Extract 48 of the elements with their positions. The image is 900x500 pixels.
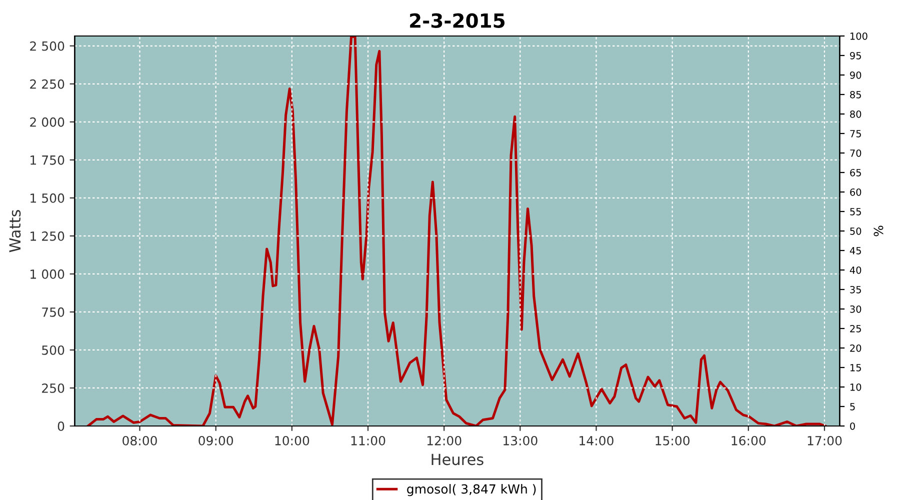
y-tick-label: 500 (42, 345, 64, 355)
y2-tick-label: 20 (850, 344, 862, 352)
y2-tick-label: 55 (850, 208, 861, 216)
y2-tick-label: 30 (850, 305, 862, 313)
y2-tick-label: 60 (850, 188, 862, 196)
y2-tick-label: 70 (850, 149, 862, 157)
y-axis-title: Watts (9, 210, 21, 252)
y-tick-label: 2 250 (30, 79, 64, 89)
y2-tick-label: 85 (850, 90, 861, 98)
y-tick-label: 1 000 (30, 269, 64, 279)
x-tick-label: 09:00 (198, 436, 234, 446)
y-tick-label: 1 250 (30, 231, 64, 241)
y2-tick-label: 15 (850, 364, 861, 372)
y-tick-label: 750 (42, 307, 64, 317)
legend-label: gmosol( 3,847 kWh ) (407, 484, 536, 496)
y-tick-label: 1 500 (30, 193, 64, 203)
x-tick-label: 12:00 (427, 436, 462, 446)
y2-tick-label: 25 (850, 324, 861, 332)
x-tick-label: 08:00 (122, 436, 157, 446)
x-tick-label: 11:00 (351, 436, 386, 446)
x-axis-title: Heures (432, 454, 484, 466)
y2-tick-label: 45 (850, 247, 861, 254)
y2-tick-label: 65 (850, 168, 861, 176)
y2-tick-label: 95 (850, 52, 861, 60)
y-tick-label: 0 (58, 421, 64, 431)
x-tick-label: 14:00 (580, 436, 614, 446)
y2-tick-label: 35 (850, 286, 861, 294)
y2-axis-title: % (874, 226, 884, 236)
x-tick-label: 16:00 (732, 436, 766, 446)
x-tick-label: 13:00 (504, 436, 538, 446)
line-series (86, 36, 826, 426)
y-tick-label: 2 000 (30, 117, 64, 127)
x-tick-label: 10:00 (275, 436, 310, 446)
y-tick-label: 250 (42, 383, 64, 393)
y2-tick-label: 90 (850, 71, 862, 79)
y2-tick-label: 5 (850, 403, 855, 410)
x-tick-label: 17:00 (808, 436, 842, 446)
y2-tick-label: 10 (850, 383, 862, 391)
y2-tick-label: 50 (850, 227, 862, 235)
y2-tick-label: 100 (850, 32, 868, 40)
y2-tick-label: 0 (850, 422, 855, 430)
y2-tick-label: 75 (850, 130, 861, 138)
y-tick-label: 2 500 (30, 41, 64, 51)
y2-tick-label: 40 (850, 266, 862, 274)
chart-title: 2-3-2015 (410, 13, 504, 28)
y-tick-label: 1 750 (30, 155, 64, 165)
y2-tick-label: 80 (850, 110, 862, 118)
x-tick-label: 15:00 (656, 436, 690, 446)
